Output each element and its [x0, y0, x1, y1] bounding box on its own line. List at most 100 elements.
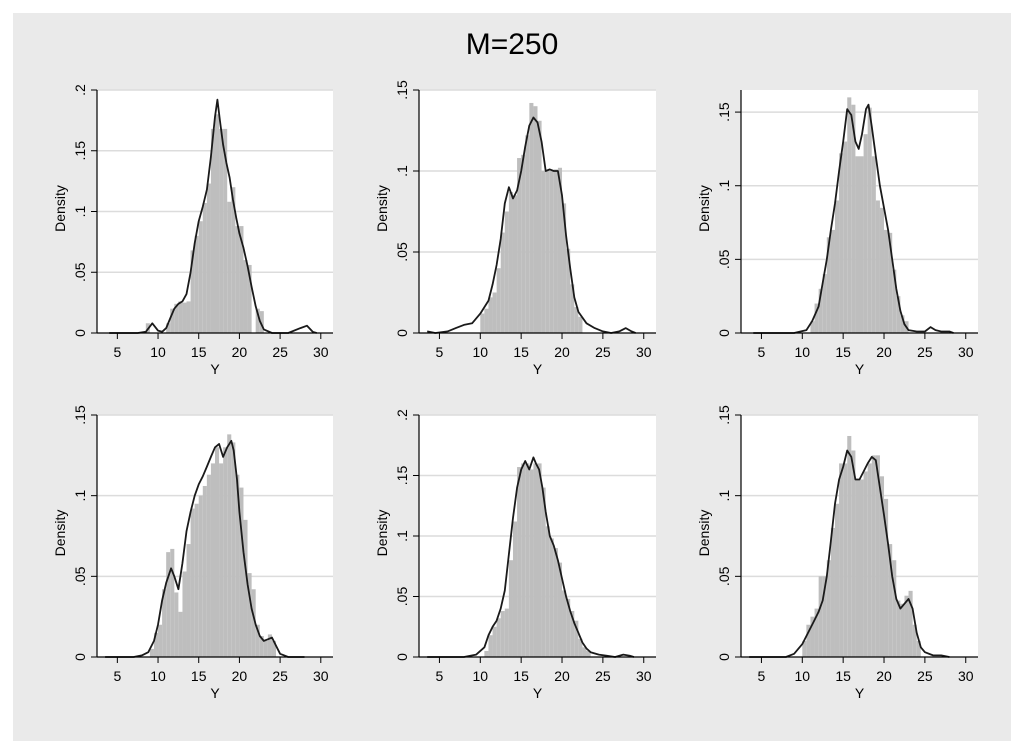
- x-tick-label: 30: [636, 668, 652, 684]
- histogram-bar: [500, 232, 505, 333]
- x-tick-label: 30: [636, 344, 652, 360]
- histogram-bar: [888, 232, 893, 333]
- histogram-bar: [884, 498, 889, 657]
- histogram-bar: [496, 618, 501, 657]
- histogram-bar: [916, 640, 921, 657]
- chart-panel-4: 0 .05 .1 .15 5 10 15 20 25 30 Y Density: [52, 405, 333, 701]
- y-tick-label: .15: [72, 405, 88, 425]
- histogram-bar: [578, 638, 583, 657]
- histogram-bar: [855, 479, 860, 657]
- histogram-bar: [879, 207, 885, 333]
- histogram-bar: [570, 284, 575, 333]
- y-axis-label: Density: [374, 185, 390, 232]
- histogram-bar: [247, 573, 252, 657]
- x-tick-label: 10: [150, 344, 166, 360]
- histogram-bar: [822, 274, 827, 333]
- histogram-bar: [859, 479, 864, 657]
- histogram-bar: [235, 474, 240, 657]
- histogram-bar: [892, 269, 897, 333]
- histogram-bar: [235, 226, 240, 333]
- histogram-bar: [182, 571, 187, 657]
- histogram-bar: [570, 611, 575, 657]
- histogram-bar: [202, 202, 207, 333]
- y-tick-label: 0: [716, 653, 732, 661]
- chart-panel-6: 0 .05 .1 .15 5 10 15 20 25 30 Y Density: [696, 405, 978, 701]
- histogram-bar: [170, 548, 175, 657]
- histogram-bar: [541, 487, 546, 657]
- histogram-bar: [255, 624, 260, 657]
- y-tick-label: 0: [394, 653, 410, 661]
- histogram-bar: [586, 650, 591, 657]
- histogram-bar: [574, 307, 579, 333]
- x-tick-label: 5: [436, 668, 444, 684]
- histogram-bar: [810, 321, 815, 333]
- x-tick-label: 10: [150, 668, 166, 684]
- x-tick-label: 5: [758, 344, 766, 360]
- histogram-bar: [529, 469, 534, 657]
- x-tick-label: 30: [313, 668, 329, 684]
- y-tick-label: .05: [72, 566, 88, 586]
- histogram-bar: [259, 636, 264, 657]
- histogram-bar: [557, 562, 563, 657]
- histogram-bar: [174, 592, 179, 657]
- histogram-bar: [517, 158, 522, 333]
- x-tick-label: 15: [835, 668, 851, 684]
- x-tick-label: 25: [595, 668, 611, 684]
- histogram-bar: [578, 316, 583, 333]
- chart-panel-1: 0 .05 .1 .15 .2 5 10 15 20 25 30 Y Density: [52, 84, 333, 377]
- x-tick-label: 20: [232, 668, 248, 684]
- histogram-bar: [871, 156, 876, 333]
- histogram-bar: [166, 323, 171, 333]
- x-tick-label: 10: [795, 344, 811, 360]
- histogram-bar: [557, 167, 563, 333]
- histogram-bar: [830, 229, 835, 333]
- histogram-bar: [562, 203, 567, 333]
- histogram-bar: [512, 521, 518, 657]
- y-axis-label: Density: [52, 510, 68, 557]
- histogram-bar: [488, 635, 493, 657]
- histogram-bar: [822, 576, 827, 657]
- histogram-bar: [549, 171, 554, 333]
- histogram-bar: [549, 538, 554, 657]
- histogram-bar: [896, 600, 901, 657]
- y-tick-label: 0: [72, 653, 88, 661]
- y-tick-label: .1: [394, 530, 410, 542]
- histogram-bar: [818, 576, 823, 657]
- x-tick-label: 15: [835, 344, 851, 360]
- histogram-bar: [541, 171, 546, 333]
- histogram-bar: [537, 120, 542, 333]
- histogram-bar: [492, 626, 497, 657]
- histogram-bar: [566, 248, 571, 333]
- x-tick-label: 15: [191, 344, 207, 360]
- histogram-bar: [178, 611, 183, 657]
- x-tick-label: 5: [758, 668, 766, 684]
- x-tick-label: 30: [313, 344, 329, 360]
- histogram-bar: [884, 229, 889, 333]
- histogram-bar: [834, 200, 840, 333]
- x-tick-label: 5: [113, 344, 121, 360]
- histogram-bar: [863, 134, 868, 333]
- histogram-bar: [239, 487, 244, 657]
- histogram-bar: [802, 640, 807, 657]
- histogram-bar: [810, 616, 815, 657]
- y-tick-label: .15: [394, 80, 410, 100]
- density-line: [105, 439, 305, 658]
- histogram-bar: [582, 647, 587, 657]
- chart-panel-5: 0 .05 .1 .15 .2 5 10 15 20 25 30 Y Density: [374, 409, 656, 701]
- histogram-bar: [231, 187, 236, 333]
- histogram-bar: [492, 292, 497, 333]
- x-tick-label: 10: [473, 344, 489, 360]
- histogram-bar: [855, 156, 860, 333]
- y-tick-label: .1: [394, 165, 410, 177]
- x-tick-label: 20: [554, 668, 570, 684]
- histogram-bar: [843, 463, 848, 657]
- y-axis-label: Density: [696, 510, 712, 557]
- histogram-bar: [198, 495, 203, 657]
- histogram-bar: [879, 476, 885, 657]
- histogram-bar: [263, 640, 268, 657]
- histogram-bar: [867, 107, 872, 333]
- y-tick-label: .1: [716, 490, 732, 502]
- histogram-bar: [888, 544, 893, 657]
- histogram-bar: [818, 288, 823, 333]
- histogram-bar: [826, 560, 831, 657]
